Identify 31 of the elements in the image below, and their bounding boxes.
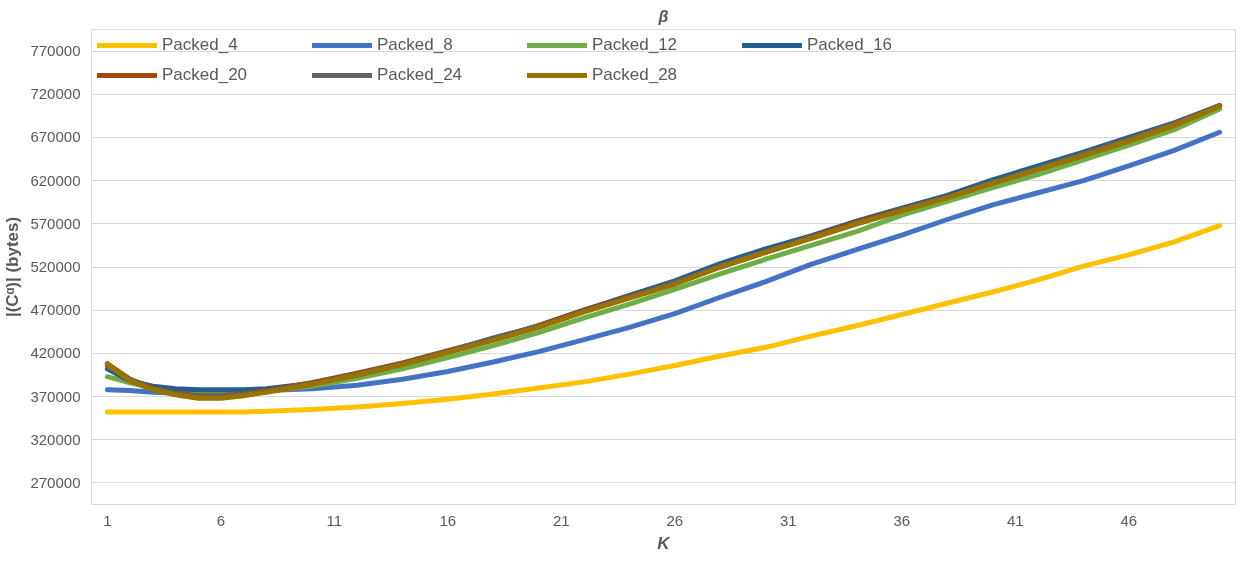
x-tick-label: 26 <box>666 511 684 529</box>
y-tick-label: 620000 <box>30 171 81 189</box>
x-tick-label: 6 <box>216 511 226 529</box>
x-tick-label: 16 <box>439 511 457 529</box>
x-tick-label: 1 <box>103 511 112 529</box>
y-axis-title: |(Cᵅ)| (bytes) <box>3 216 23 318</box>
y-tick-label: 520000 <box>30 258 81 275</box>
y-tick-label: 770000 <box>30 42 81 60</box>
legend-label: Packed_4 <box>162 35 239 55</box>
legend-label: Packed_8 <box>377 35 454 55</box>
x-tick-label: 41 <box>1006 511 1024 529</box>
legend-label: Packed_12 <box>592 35 679 55</box>
x-tick-label: 21 <box>553 511 570 529</box>
y-tick-label: 420000 <box>30 344 81 362</box>
legend-label: Packed_28 <box>592 65 679 85</box>
x-tick-label: 31 <box>780 511 797 529</box>
x-tick-label: 36 <box>893 511 911 529</box>
y-tick-label: 570000 <box>30 214 81 232</box>
chart-title: β <box>657 7 669 25</box>
y-tick-label: 320000 <box>30 430 81 448</box>
y-tick-label: 270000 <box>30 473 81 491</box>
y-tick-label: 670000 <box>30 128 81 146</box>
x-tick-label: 11 <box>326 511 343 529</box>
x-tick-label: 46 <box>1120 511 1138 529</box>
legend-label: Packed_20 <box>162 65 249 85</box>
y-tick-label: 370000 <box>30 387 81 405</box>
y-tick-label: 470000 <box>30 301 81 319</box>
y-tick-label: 720000 <box>30 85 81 103</box>
x-axis-title: K <box>657 533 672 553</box>
legend-label: Packed_24 <box>377 65 464 85</box>
legend-label: Packed_16 <box>807 35 894 55</box>
